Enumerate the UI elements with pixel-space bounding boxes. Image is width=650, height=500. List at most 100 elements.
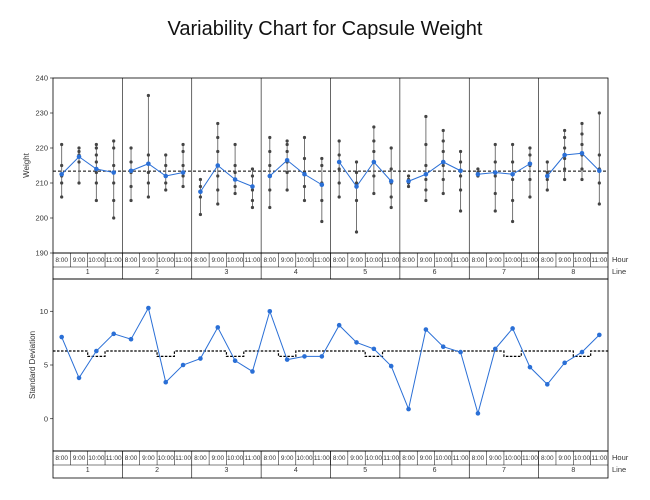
- cell-mean-line: [338, 161, 392, 188]
- std-dev-marker: [215, 325, 221, 330]
- data-point: [424, 114, 428, 119]
- data-point: [424, 188, 428, 192]
- data-point: [146, 195, 150, 199]
- bottom-hour-label: 9:00: [73, 455, 86, 462]
- data-point: [60, 195, 64, 199]
- data-point: [320, 198, 324, 203]
- std-dev-marker: [128, 336, 134, 342]
- data-point: [580, 132, 584, 136]
- data-point: [268, 163, 272, 168]
- data-point: [354, 181, 359, 185]
- bottom-hour-label: 9:00: [211, 455, 224, 462]
- data-point: [493, 142, 497, 147]
- data-point: [216, 174, 220, 178]
- top-hour-label: 10:00: [574, 257, 591, 264]
- data-point: [337, 195, 341, 199]
- cell-mean-marker: [597, 168, 602, 174]
- cell-mean-marker: [388, 178, 394, 184]
- top-hour-label: 8:00: [402, 257, 415, 264]
- data-point: [580, 177, 584, 182]
- top-hour-label: 11:00: [591, 257, 607, 264]
- data-point: [94, 153, 98, 157]
- top-hour-label: 11:00: [453, 257, 469, 264]
- data-point: [112, 146, 116, 150]
- std-dev-reference-line: [53, 350, 608, 357]
- cell-mean-line: [408, 161, 461, 182]
- data-point: [233, 142, 237, 147]
- bottom-line-axis-title: Line: [612, 465, 626, 474]
- cell-mean-marker: [492, 170, 498, 175]
- bottom-hour-label: 8:00: [125, 455, 138, 462]
- data-point: [77, 181, 81, 185]
- top-line-label: 7: [502, 269, 506, 276]
- top-hour-label: 9:00: [489, 257, 502, 264]
- data-point: [181, 142, 185, 147]
- data-point: [216, 149, 220, 154]
- top-hour-label: 9:00: [420, 257, 433, 264]
- data-point: [216, 121, 220, 126]
- bottom-hour-label: 11:00: [175, 455, 191, 462]
- data-point: [129, 160, 133, 164]
- cell-mean-marker: [302, 171, 307, 177]
- data-point: [129, 146, 133, 150]
- top-hour-label: 8:00: [541, 257, 554, 264]
- bottom-hour-label: 8:00: [402, 455, 415, 462]
- data-point: [372, 139, 376, 143]
- y-tick-label: 190: [35, 249, 48, 258]
- cell-mean-marker: [423, 171, 429, 177]
- data-point: [146, 170, 150, 175]
- data-point: [216, 188, 220, 192]
- bottom-hour-label: 8:00: [55, 455, 68, 462]
- data-point: [216, 202, 220, 206]
- top-hour-label: 11:00: [314, 257, 330, 264]
- top-line-label: 8: [571, 269, 575, 276]
- data-point: [389, 205, 393, 210]
- top-hour-label: 11:00: [522, 257, 538, 264]
- data-point: [389, 167, 393, 171]
- std-dev-marker: [423, 327, 429, 332]
- std-dev-marker: [597, 332, 602, 338]
- data-point: [406, 184, 411, 189]
- cell-mean-line: [130, 163, 184, 177]
- data-point: [77, 149, 81, 154]
- cell-mean-marker: [76, 154, 82, 160]
- bottom-hour-label: 8:00: [194, 455, 207, 462]
- data-point: [563, 128, 567, 133]
- std-dev-marker: [94, 348, 99, 354]
- y-tick-label: 10: [40, 307, 48, 316]
- std-dev-marker: [492, 346, 498, 352]
- data-point: [302, 156, 307, 161]
- data-point: [354, 230, 359, 234]
- bottom-hour-label: 11:00: [591, 455, 607, 462]
- std-dev-marker: [354, 340, 359, 345]
- bottom-hour-label: 8:00: [472, 455, 485, 462]
- data-point: [77, 146, 81, 150]
- data-point: [94, 198, 98, 203]
- top-hour-label: 9:00: [350, 257, 363, 264]
- data-point: [60, 181, 64, 185]
- data-point: [389, 146, 393, 150]
- data-point: [441, 163, 445, 168]
- top-hour-label: 11:00: [175, 257, 191, 264]
- cell-mean-marker: [146, 161, 151, 167]
- data-point: [337, 153, 341, 157]
- bottom-hour-label: 9:00: [350, 455, 363, 462]
- top-hour-label: 8:00: [333, 257, 346, 264]
- std-dev-marker: [302, 354, 307, 359]
- std-dev-marker: [76, 375, 82, 381]
- data-point: [389, 195, 393, 199]
- data-point: [458, 149, 463, 154]
- std-dev-marker: [544, 382, 550, 387]
- bottom-hour-label: 9:00: [489, 455, 502, 462]
- data-point: [129, 198, 133, 203]
- data-point: [94, 170, 98, 175]
- data-point: [181, 163, 185, 168]
- cell-mean-marker: [527, 161, 533, 167]
- bottom-hour-label: 10:00: [435, 455, 452, 462]
- bottom-line-label: 4: [294, 467, 298, 474]
- data-point: [320, 156, 324, 161]
- data-point: [511, 142, 515, 147]
- bottom-hour-label: 8:00: [333, 455, 346, 462]
- top-hour-label: 8:00: [125, 257, 138, 264]
- data-point: [441, 139, 445, 143]
